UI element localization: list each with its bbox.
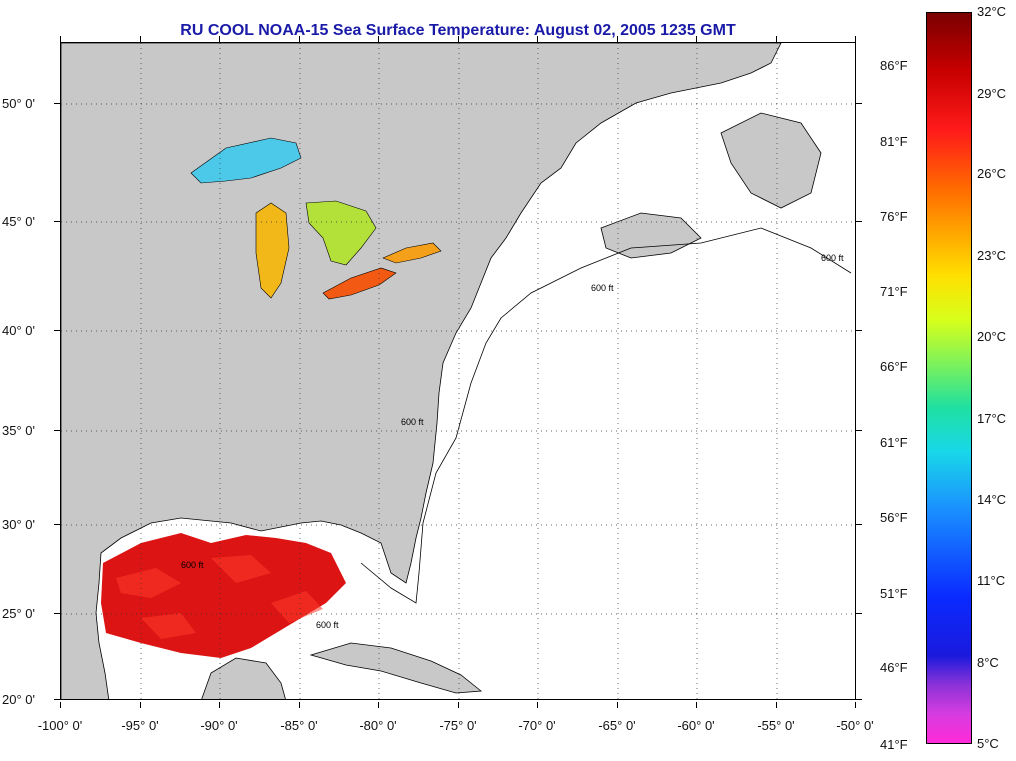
land-nova-scotia: [600, 212, 702, 259]
colorbar-celsius-label: 20°C: [977, 329, 1007, 344]
colorbar-fahrenheit-label: 51°F: [880, 586, 908, 601]
colorbar-fahrenheit-label: 61°F: [880, 435, 908, 450]
axis-tick: [617, 702, 618, 708]
land-cuba: [309, 642, 483, 694]
lon-label: -85° 0': [280, 718, 318, 733]
isobath-label: 600 ft: [316, 620, 339, 630]
lon-label: -60° 0': [677, 718, 715, 733]
axis-tick: [140, 702, 141, 708]
axis-tick: [696, 702, 697, 708]
lon-label: -95° 0': [121, 718, 159, 733]
axis-tick: [54, 613, 60, 614]
axis-tick: [856, 430, 862, 431]
land-yucatan: [201, 657, 286, 699]
lon-label: -75° 0': [439, 718, 477, 733]
isobath-line: [360, 227, 852, 604]
colorbar-celsius-label: 26°C: [977, 166, 1007, 181]
axis-tick: [856, 103, 862, 104]
axis-tick: [140, 36, 141, 42]
axis-tick: [537, 36, 538, 42]
colorbar-celsius-label: 11°C: [977, 573, 1006, 588]
lat-label: 30° 0': [2, 517, 35, 532]
axis-tick: [378, 36, 379, 42]
land-north-america: [61, 43, 782, 699]
colorbar-fahrenheit-label: 81°F: [880, 134, 908, 149]
axis-tick: [299, 702, 300, 708]
axis-tick: [60, 702, 61, 708]
colorbar-fahrenheit-label: 56°F: [880, 510, 908, 525]
lake-erie-sst: [322, 267, 397, 300]
lat-label: 20° 0': [2, 692, 35, 707]
gulf-sst-patches: [116, 555, 323, 639]
sst-map[interactable]: 600 ft 600 ft 600 ft 600 ft 600 ft: [60, 42, 856, 700]
map-title: RU COOL NOAA-15 Sea Surface Temperature:…: [180, 22, 736, 39]
colorbar-celsius-label: 17°C: [977, 411, 1007, 426]
isobath-label: 600 ft: [401, 417, 424, 427]
colorbar-fahrenheit-label: 71°F: [880, 284, 908, 299]
isobath-label: 600 ft: [821, 253, 844, 263]
axis-tick: [219, 702, 220, 708]
axis-tick: [856, 221, 862, 222]
axis-tick: [856, 524, 862, 525]
land-newfoundland: [720, 112, 822, 209]
colorbar-celsius-label: 14°C: [977, 492, 1007, 507]
temperature-colorbar: [926, 12, 972, 744]
lon-label: -65° 0': [598, 718, 636, 733]
axis-tick: [54, 330, 60, 331]
colorbar-fahrenheit-label: 76°F: [880, 209, 908, 224]
colorbar-celsius-label: 23°C: [977, 248, 1007, 263]
axis-tick: [458, 702, 459, 708]
axis-tick: [458, 36, 459, 42]
colorbar-celsius-label: 8°C: [977, 655, 999, 670]
colorbar-celsius-label: 29°C: [977, 86, 1007, 101]
axis-tick: [776, 702, 777, 708]
axis-tick: [696, 36, 697, 42]
axis-tick: [60, 36, 61, 42]
axis-tick: [856, 699, 862, 700]
axis-tick: [219, 36, 220, 42]
lat-label: 35° 0': [2, 423, 35, 438]
lake-ontario-sst: [382, 242, 442, 264]
colorbar-celsius-label: 5°C: [977, 736, 999, 751]
lon-label: -55° 0': [757, 718, 795, 733]
colorbar-celsius-label: 32°C: [977, 4, 1007, 19]
colorbar-fahrenheit-label: 41°F: [880, 737, 908, 752]
axis-tick: [54, 699, 60, 700]
axis-tick: [855, 702, 856, 708]
axis-tick: [617, 36, 618, 42]
isobath-label: 600 ft: [591, 283, 614, 293]
axis-tick: [776, 36, 777, 42]
axis-tick: [54, 103, 60, 104]
lat-label: 40° 0': [2, 323, 35, 338]
lat-label: 45° 0': [2, 214, 35, 229]
lon-label: -50° 0': [836, 718, 874, 733]
axis-tick: [299, 36, 300, 42]
lat-label: 25° 0': [2, 606, 35, 621]
axis-tick: [856, 330, 862, 331]
lake-huron-sst: [305, 200, 377, 266]
lon-label: -90° 0': [200, 718, 238, 733]
axis-tick: [54, 430, 60, 431]
axis-tick: [378, 702, 379, 708]
colorbar-fahrenheit-label: 86°F: [880, 58, 908, 73]
lon-label: -80° 0': [359, 718, 397, 733]
isobath-label: 600 ft: [181, 560, 204, 570]
lon-label: -70° 0': [518, 718, 556, 733]
lat-label: 50° 0': [2, 96, 35, 111]
lon-label: -100° 0': [37, 718, 83, 733]
axis-tick: [855, 36, 856, 42]
map-canvas: 600 ft 600 ft 600 ft 600 ft 600 ft: [61, 43, 855, 699]
lake-superior-sst: [190, 137, 302, 184]
axis-tick: [537, 702, 538, 708]
axis-tick: [856, 613, 862, 614]
axis-tick: [54, 524, 60, 525]
colorbar-fahrenheit-label: 46°F: [880, 660, 908, 675]
colorbar-fahrenheit-label: 66°F: [880, 359, 908, 374]
lake-michigan-sst: [255, 202, 290, 299]
axis-tick: [54, 221, 60, 222]
